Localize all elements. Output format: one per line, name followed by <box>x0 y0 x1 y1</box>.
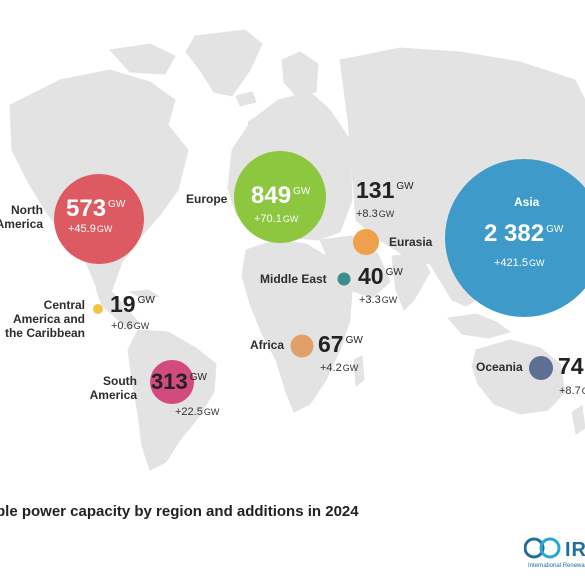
asia-addition: +421.5GW <box>494 257 545 269</box>
europe-label: Europe <box>186 192 228 206</box>
europe-capacity: 849 GW <box>251 182 311 209</box>
north-america-addition: +45.9GW <box>68 223 113 235</box>
eurasia-addition: +8.3GW <box>356 208 395 220</box>
eurasia-bubble <box>353 229 379 255</box>
caribbean-shape <box>128 289 160 301</box>
india-shape <box>391 253 431 311</box>
oceania-capacity: 74GW <box>558 353 584 379</box>
africa-bubble <box>290 334 314 358</box>
central-america-addition: +0.6GW <box>111 320 150 332</box>
central-america-shape <box>95 287 139 331</box>
middle-east-label: Middle East <box>260 272 327 286</box>
south-america-addition: +22.5GW <box>175 406 220 418</box>
arctic-islands-shape <box>109 43 176 75</box>
madagascar-shape <box>353 355 365 387</box>
south-america-label: South America <box>89 374 137 402</box>
irena-logo-icon <box>524 537 561 559</box>
europe-bubble <box>234 151 326 243</box>
logo-text: IR <box>565 539 585 561</box>
asia-capacity: 2 382 GW <box>484 220 564 247</box>
chart-title: ble power capacity by region and additio… <box>0 503 359 520</box>
north-america-capacity: 573 GW <box>66 195 126 222</box>
asia-bubble <box>445 159 585 317</box>
middle-east-addition: +3.3GW <box>359 294 398 306</box>
south-america-bubble <box>150 360 194 404</box>
scandinavia-shape <box>281 51 319 97</box>
oceania-bubble <box>529 356 553 380</box>
australia-shape <box>471 339 566 415</box>
europe-addition: +70.1GW <box>254 213 299 225</box>
new-zealand-shape <box>571 405 585 435</box>
iceland-shape <box>235 91 257 107</box>
eurasia-label: Eurasia <box>389 235 433 249</box>
oceania-addition: +8.7GW <box>559 385 585 397</box>
central-america-bubble <box>93 304 103 314</box>
asia-label: Asia <box>514 195 540 209</box>
uk-shape <box>247 115 263 141</box>
central-america-label: Central America and the Caribbean <box>4 298 85 340</box>
central-america-capacity: 19 GW <box>110 291 155 317</box>
middle-east-capacity: 40 GW <box>358 263 403 289</box>
middle-east-bubble <box>337 272 351 286</box>
oceania-label: Oceania <box>476 360 523 374</box>
logo-subtext: International Renewa <box>528 563 585 569</box>
north-america-label: North America <box>0 203 43 231</box>
eurasia-capacity: 131 GW <box>356 177 414 203</box>
greenland-shape <box>185 29 263 97</box>
africa-capacity: 67 GW <box>318 331 363 357</box>
north-america-bubble <box>54 174 144 264</box>
south-america-capacity: 313 GW <box>151 369 207 394</box>
africa-label: Africa <box>250 338 285 352</box>
southeast-asia-islands-shape <box>447 313 512 339</box>
africa-shape <box>241 239 353 413</box>
africa-addition: +4.2GW <box>320 362 359 374</box>
